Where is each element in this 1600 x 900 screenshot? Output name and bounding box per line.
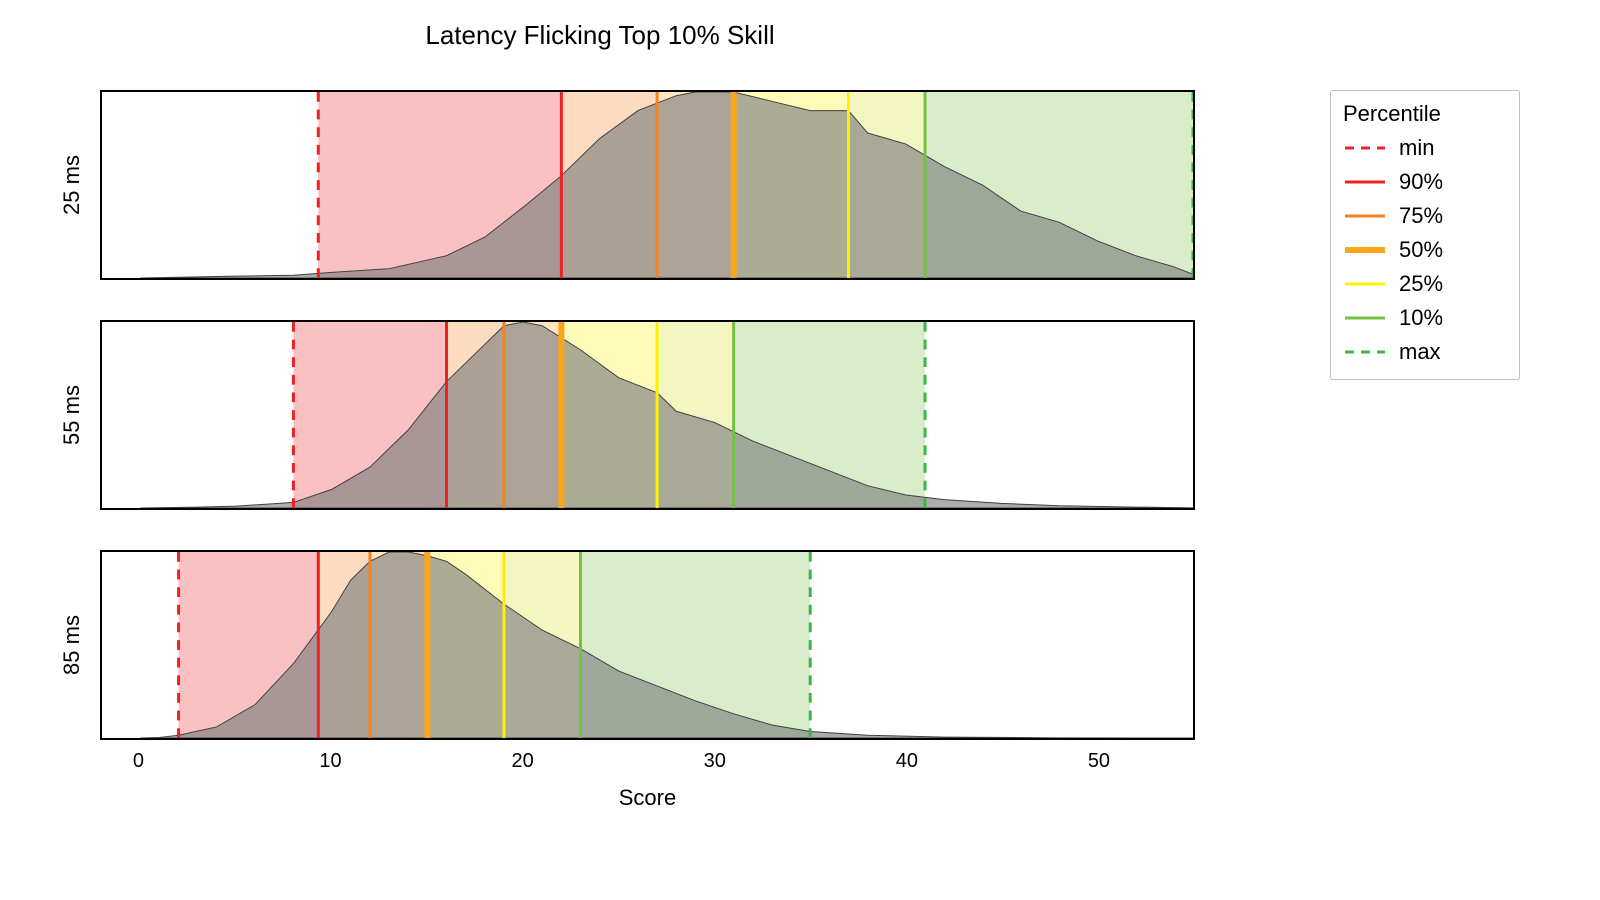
legend-swatch [1343, 274, 1387, 294]
y-axis-label: 85 ms [59, 615, 85, 675]
legend-swatch [1343, 308, 1387, 328]
y-axis-label: 55 ms [59, 385, 85, 445]
y-axis-label: 25 ms [59, 155, 85, 215]
legend-item: min [1343, 131, 1507, 165]
legend-label: 75% [1399, 203, 1443, 229]
legend-swatch [1343, 240, 1387, 260]
legend-swatch [1343, 138, 1387, 158]
x-tick-label: 0 [133, 750, 144, 773]
legend-item: 25% [1343, 267, 1507, 301]
legend-item: 10% [1343, 301, 1507, 335]
legend-item: 50% [1343, 233, 1507, 267]
legend-item: 90% [1343, 165, 1507, 199]
legend: Percentile min 90% 75% 50% 25% 10% max [1330, 90, 1520, 380]
legend-label: 25% [1399, 271, 1443, 297]
legend-item: 75% [1343, 199, 1507, 233]
legend-label: min [1399, 135, 1434, 161]
legend-swatch [1343, 342, 1387, 362]
legend-label: max [1399, 339, 1441, 365]
x-tick-label: 40 [896, 750, 918, 773]
x-tick-label: 30 [704, 750, 726, 773]
x-tick-label: 20 [512, 750, 534, 773]
legend-item: max [1343, 335, 1507, 369]
x-tick-label: 50 [1088, 750, 1110, 773]
legend-label: 90% [1399, 169, 1443, 195]
chart-title: Latency Flicking Top 10% Skill [0, 20, 1200, 51]
subplot: 85 ms [100, 550, 1195, 740]
subplot: 55 ms [100, 320, 1195, 510]
subplot: 25 ms [100, 90, 1195, 280]
legend-swatch [1343, 206, 1387, 226]
legend-title: Percentile [1343, 101, 1507, 127]
x-axis-label: Score [100, 785, 1195, 811]
legend-label: 50% [1399, 237, 1443, 263]
chart-area: 25 ms 55 ms 85 ms [100, 90, 1195, 790]
legend-label: 10% [1399, 305, 1443, 331]
legend-swatch [1343, 172, 1387, 192]
x-tick-label: 10 [319, 750, 341, 773]
